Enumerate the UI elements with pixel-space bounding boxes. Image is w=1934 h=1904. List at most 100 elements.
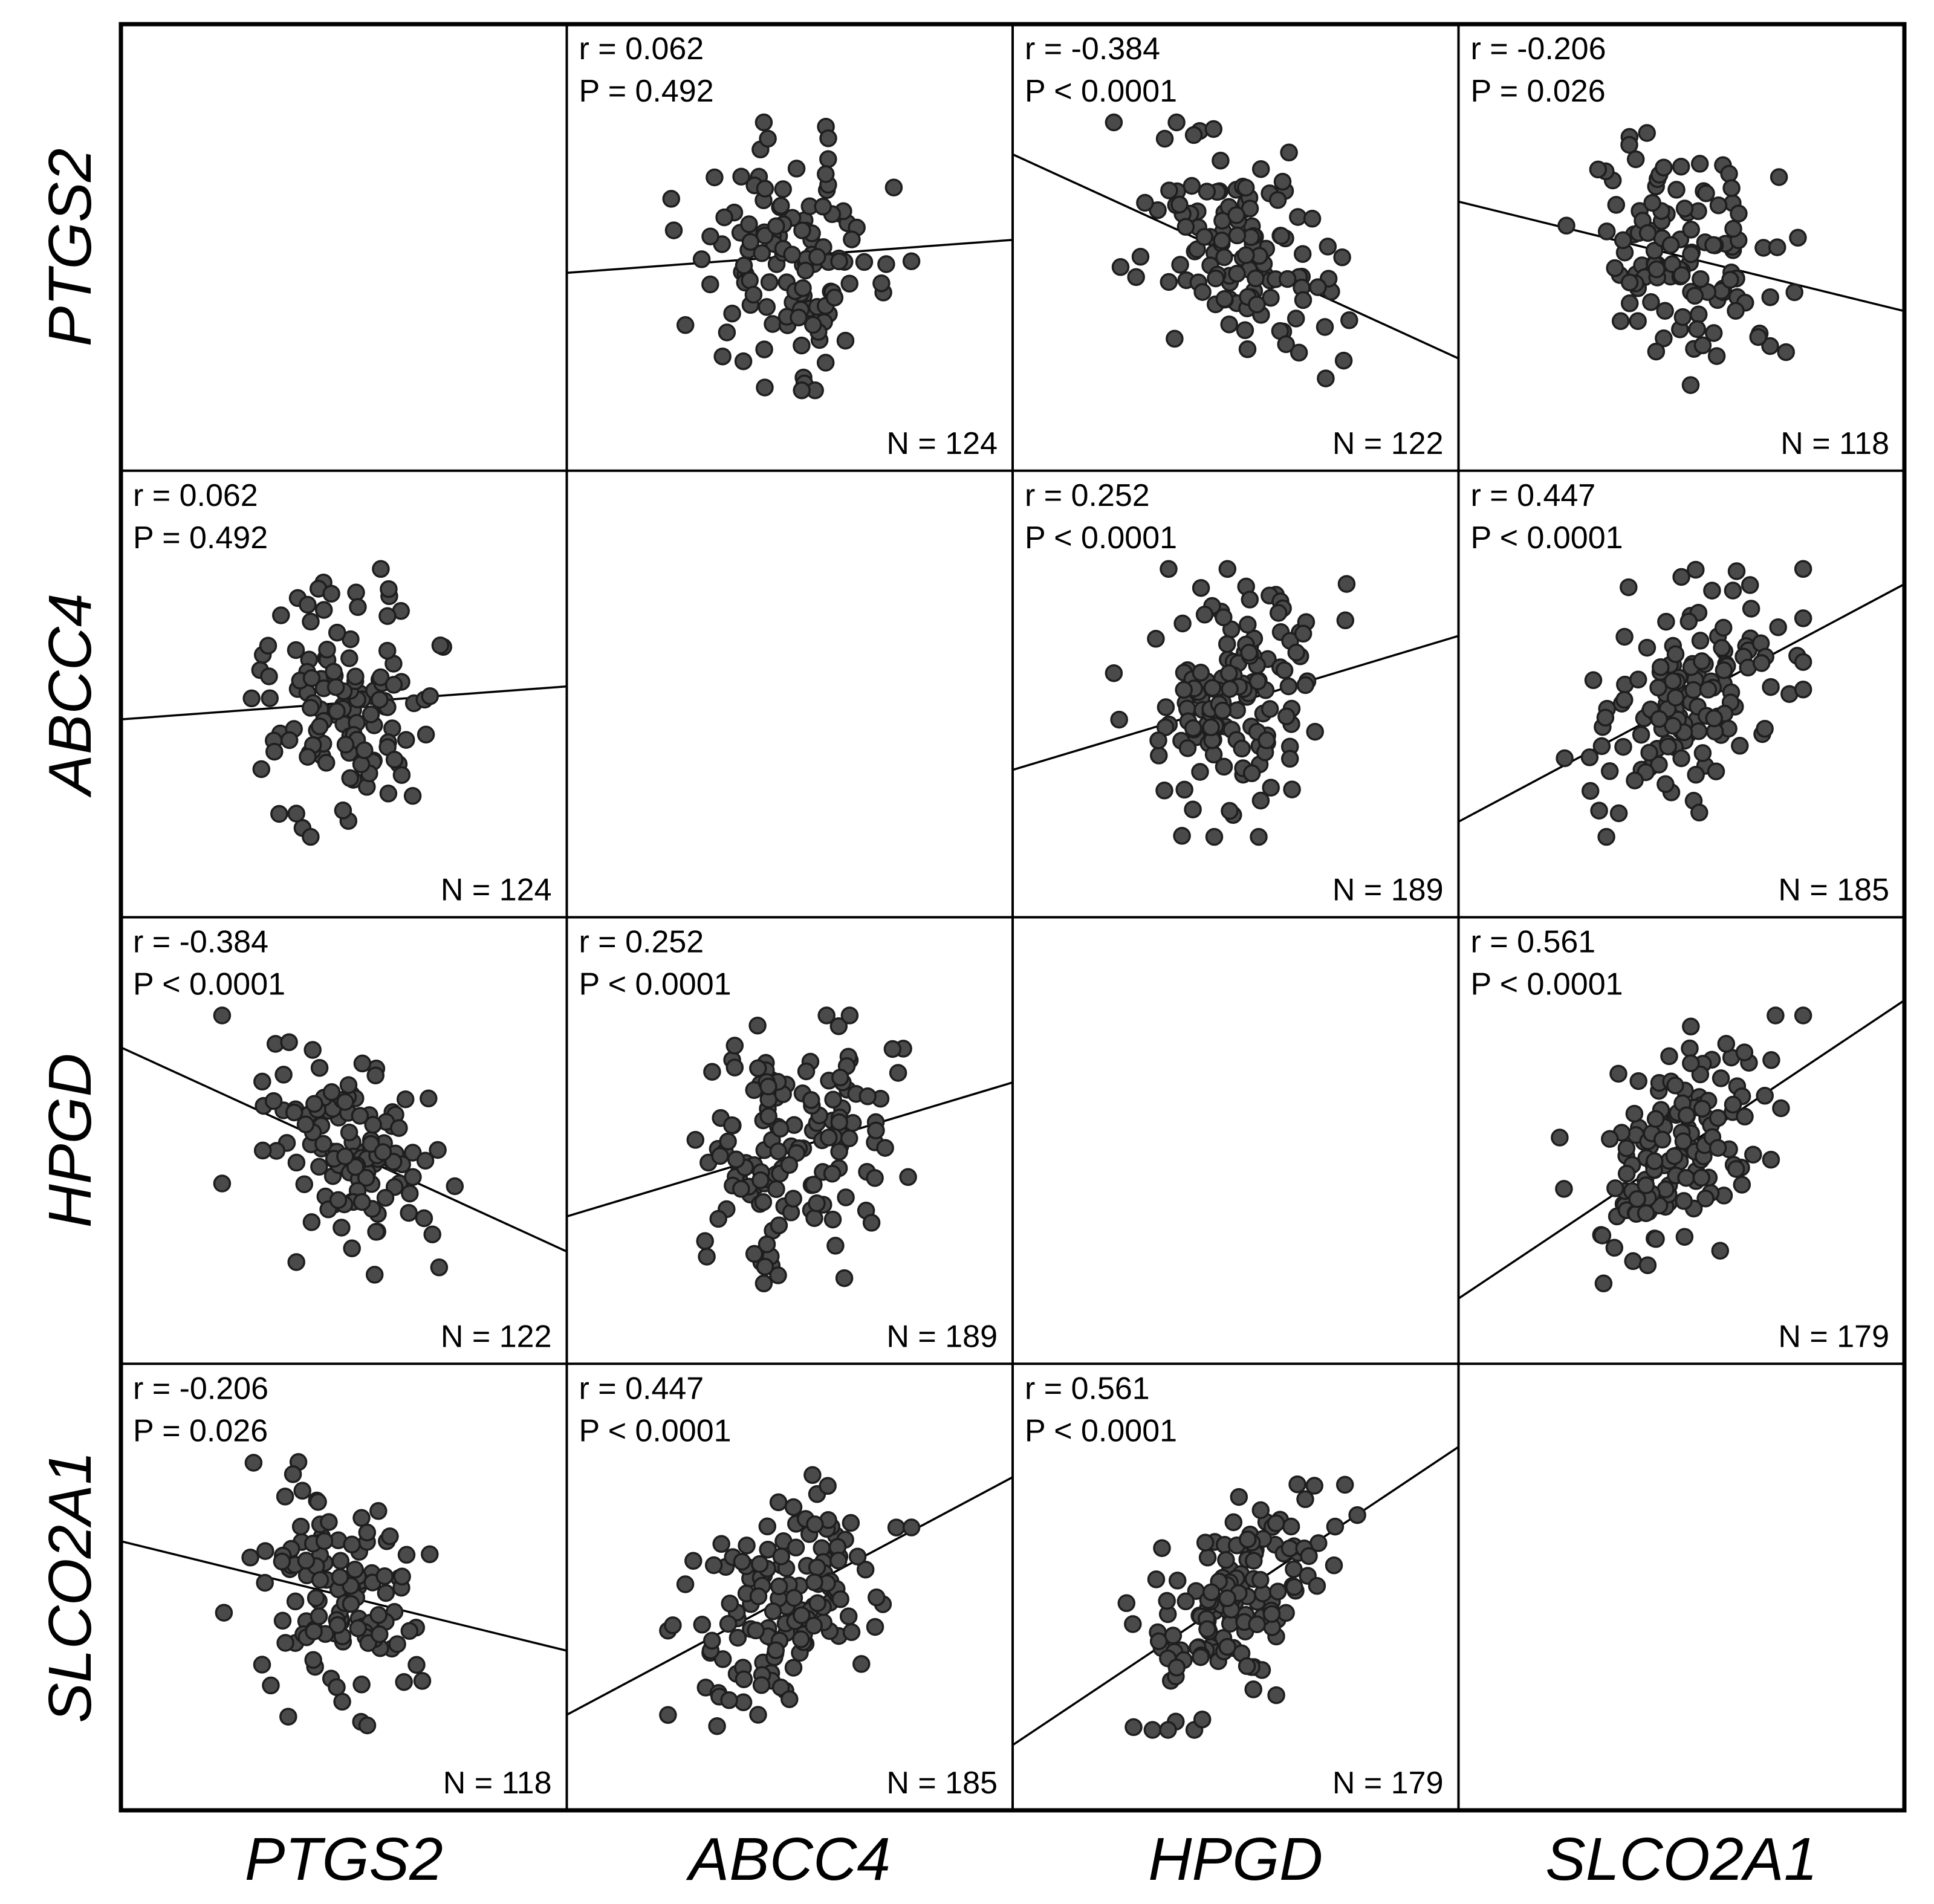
data-point [817, 1006, 836, 1025]
data-point [1693, 744, 1712, 762]
data-point [1649, 678, 1667, 697]
data-point [1202, 718, 1220, 737]
data-point [758, 298, 776, 316]
data-point [1625, 1104, 1644, 1123]
data-point [756, 180, 774, 198]
data-point [1727, 1160, 1745, 1178]
data-point [819, 1477, 837, 1495]
data-point [287, 641, 305, 659]
data-point [329, 1191, 348, 1209]
p-value-slco2a1-vs-abcc4: P < 0.0001 [579, 1413, 732, 1448]
data-point [693, 1616, 712, 1634]
data-point [1227, 206, 1245, 224]
r-value-hpgd-vs-ptgs2: r = -0.384 [133, 925, 268, 960]
data-point [780, 1156, 799, 1174]
data-point [771, 1678, 790, 1697]
data-point [767, 1641, 785, 1659]
data-point [1167, 1659, 1186, 1677]
data-point [320, 1513, 338, 1531]
data-point [835, 1269, 854, 1287]
data-point [276, 1488, 294, 1506]
data-point [260, 667, 278, 685]
data-point [843, 230, 861, 248]
data-point [336, 1093, 354, 1111]
data-point [1794, 680, 1812, 699]
data-point [325, 662, 343, 681]
data-point [1303, 210, 1322, 228]
data-point [1689, 305, 1708, 323]
data-point [302, 699, 320, 717]
data-point [772, 196, 790, 215]
data-point [1221, 680, 1239, 698]
data-point [270, 805, 288, 823]
data-point [1657, 612, 1675, 631]
data-point [1620, 273, 1639, 292]
data-point [1650, 710, 1669, 728]
data-point [1697, 184, 1715, 202]
data-point [1762, 1150, 1780, 1169]
data-point [1609, 804, 1628, 823]
data-point [1704, 324, 1723, 342]
data-point [862, 1214, 881, 1232]
data-point [745, 1245, 764, 1263]
data-point [751, 1171, 770, 1190]
data-point [1597, 222, 1616, 241]
data-point [1722, 179, 1741, 197]
data-point [1178, 739, 1197, 757]
data-point [783, 245, 801, 264]
data-point [829, 1552, 848, 1570]
data-point [784, 1190, 802, 1208]
data-point [1251, 1501, 1270, 1520]
data-point [784, 1659, 803, 1677]
data-point [1741, 576, 1759, 594]
data-point [1250, 827, 1268, 846]
data-point [1690, 155, 1709, 173]
data-point [1131, 248, 1150, 266]
data-point [341, 769, 359, 788]
data-point [1257, 731, 1276, 750]
data-point [397, 731, 415, 749]
data-point [253, 1141, 272, 1160]
data-point [1175, 780, 1193, 799]
data-point [371, 668, 390, 687]
data-point [1606, 1179, 1624, 1197]
data-point [734, 352, 753, 371]
data-point [1239, 1530, 1257, 1549]
n-value-slco2a1-vs-ptgs2: N = 118 [443, 1766, 552, 1801]
data-point [1620, 578, 1638, 597]
data-point [1643, 193, 1661, 212]
p-value-ptgs2-vs-hpgd: P < 0.0001 [1025, 74, 1177, 109]
data-point [1724, 219, 1742, 238]
data-point [1682, 245, 1700, 264]
p-value-hpgd-vs-ptgs2: P < 0.0001 [133, 967, 285, 1002]
data-point [1230, 1488, 1248, 1506]
data-point [352, 1509, 371, 1527]
data-point [836, 331, 855, 350]
data-point [1203, 679, 1222, 697]
data-point [876, 1139, 894, 1157]
data-point [262, 1676, 280, 1695]
data-point [1674, 1132, 1693, 1150]
data-point [374, 1143, 392, 1161]
data-point [364, 1116, 382, 1134]
data-point [1317, 369, 1335, 387]
data-point [1724, 581, 1742, 600]
data-point [1699, 681, 1718, 699]
data-point [1721, 271, 1739, 289]
data-point [1733, 1176, 1751, 1194]
data-point [1615, 627, 1634, 646]
data-point [1244, 1680, 1262, 1698]
data-point [346, 1561, 364, 1579]
panel-ptgs2-vs-hpgd: r = -0.384 P < 0.0001 N = 122 [1013, 31, 1459, 461]
data-point [1248, 1615, 1266, 1633]
data-point [817, 165, 835, 183]
data-point [1319, 238, 1337, 256]
data-point [1681, 1039, 1699, 1058]
data-point [1240, 644, 1258, 662]
data-point [1157, 698, 1175, 716]
data-point [735, 256, 753, 275]
data-point [808, 1594, 826, 1612]
data-point [279, 1708, 297, 1726]
data-point [1789, 228, 1807, 247]
